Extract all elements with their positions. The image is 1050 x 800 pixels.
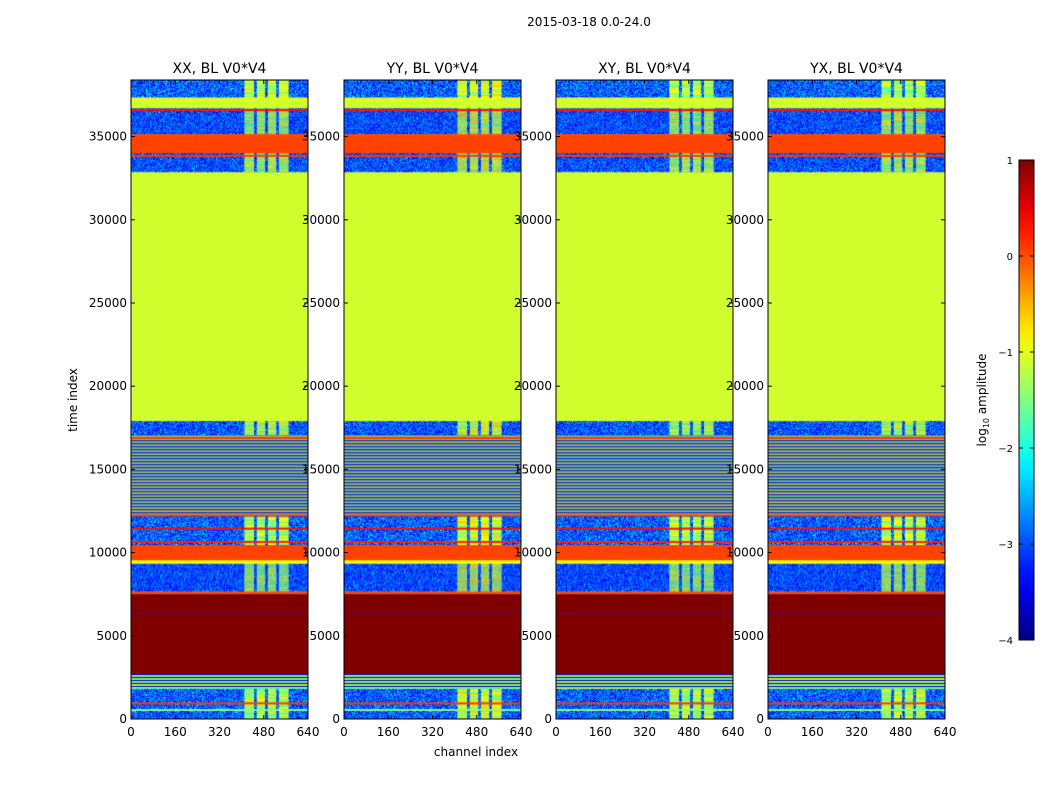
y-tick-label: 35000 [302,130,340,144]
x-tick-label: 160 [589,725,612,739]
x-tick-label: 160 [801,725,824,739]
x-tick-label: 480 [677,725,700,739]
x-tick-label: 480 [252,725,275,739]
y-tick-label: 0 [756,712,764,726]
y-tick-label: 10000 [89,546,127,560]
y-tick-label: 25000 [514,296,552,310]
colorbar-tick-label: −1 [998,348,1013,359]
heatmap-image-xy [556,80,733,719]
x-tick-label: 320 [208,725,231,739]
panel-xy: XY, BL V0*V4 0 160 320 480 640 0 5000 10000 15000… [514,61,745,739]
y-tick-label: 10000 [726,546,764,560]
x-tick-label: 640 [722,725,745,739]
colorbar-tick-label: −3 [998,540,1013,551]
y-tick-label: 20000 [726,379,764,393]
y-tick-label: 25000 [302,296,340,310]
panel-title-xy: XY, BL V0*V4 [598,61,691,77]
panel-yx: YX, BL V0*V4 0 160 320 480 640 0 5000 10000 15000… [726,61,957,739]
y-tick-label: 5000 [309,629,340,643]
x-tick-label: 160 [164,725,187,739]
x-tick-label: 160 [377,725,400,739]
colorbar-gradient [1018,159,1035,641]
colorbar-tick-label: −4 [998,636,1013,647]
panel-title-yy: YY, BL V0*V4 [386,61,479,77]
y-tick-label: 0 [544,712,552,726]
x-tick-label: 0 [340,725,348,739]
x-axis-label: channel index [434,745,518,759]
y-tick-label: 25000 [726,296,764,310]
panels-group: XX, BL V0*V4 0 160 320 480 640 0 5000 10000 15000… [89,61,957,739]
panel-title-xx: XX, BL V0*V4 [173,61,267,77]
y-tick-label: 35000 [514,130,552,144]
x-tick-label: 320 [421,725,444,739]
y-tick-label: 25000 [89,296,127,310]
x-tick-label: 480 [889,725,912,739]
y-tick-label: 35000 [89,130,127,144]
colorbar: 1 0 −1 −2 −3 −4 log10 amplitude [975,156,1035,647]
y-tick-label: 5000 [521,629,552,643]
y-axis-label: time index [66,368,80,432]
y-tick-label: 20000 [89,379,127,393]
x-tick-label: 0 [552,725,560,739]
y-tick-label: 0 [332,712,340,726]
colorbar-tick-label: −2 [998,444,1013,455]
panel-yy: YY, BL V0*V4 0 160 320 480 640 0 5000 10000 15000… [302,61,533,739]
x-tick-label: 0 [764,725,772,739]
y-tick-label: 30000 [514,213,552,227]
y-tick-label: 10000 [302,546,340,560]
y-tick-label: 15000 [514,462,552,476]
y-tick-label: 5000 [96,629,127,643]
y-tick-label: 20000 [514,379,552,393]
y-tick-label: 30000 [726,213,764,227]
colorbar-label: log10 amplitude [975,354,991,447]
x-tick-label: 320 [633,725,656,739]
y-tick-label: 5000 [733,629,764,643]
heatmap-image-yy [344,80,521,719]
colorbar-tick-label: 0 [1007,252,1013,263]
x-tick-label: 480 [465,725,488,739]
panel-xx: XX, BL V0*V4 0 160 320 480 640 0 5000 10000 15000… [89,61,320,739]
x-tick-label: 640 [934,725,957,739]
y-tick-label: 10000 [514,546,552,560]
y-tick-label: 15000 [302,462,340,476]
y-tick-label: 0 [119,712,127,726]
panel-title-yx: YX, BL V0*V4 [809,61,903,77]
y-tick-label: 30000 [89,213,127,227]
y-tick-label: 15000 [89,462,127,476]
y-tick-label: 20000 [302,379,340,393]
x-tick-label: 0 [127,725,135,739]
y-tick-label: 30000 [302,213,340,227]
y-tick-label: 35000 [726,130,764,144]
x-tick-label: 640 [297,725,320,739]
heatmap-image-xx [131,80,308,719]
y-tick-label: 15000 [726,462,764,476]
colorbar-tick-label: 1 [1007,156,1013,167]
x-tick-label: 640 [510,725,533,739]
heatmap-image-yx [768,80,945,719]
x-tick-label: 320 [845,725,868,739]
figure-title: 2015-03-18 0.0-24.0 [527,15,651,29]
